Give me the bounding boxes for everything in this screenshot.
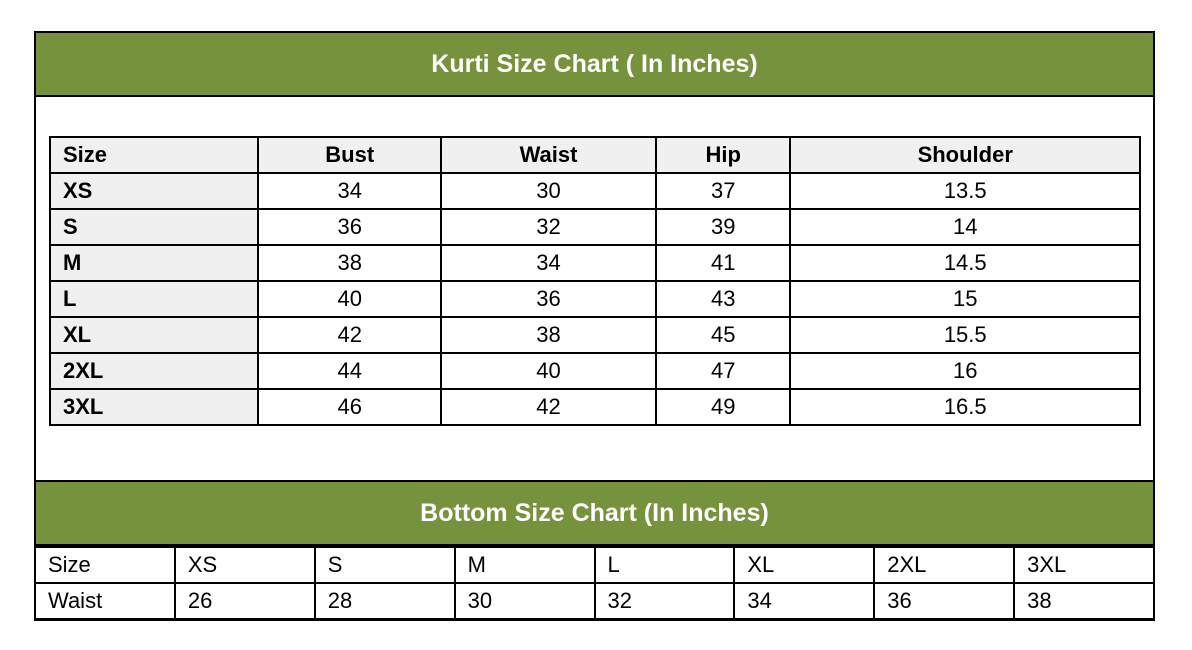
kurti-title: Kurti Size Chart ( In Inches) bbox=[36, 33, 1153, 97]
size-label: M bbox=[48, 244, 260, 282]
table-cell: 26 bbox=[173, 582, 316, 620]
table-cell: 34 bbox=[440, 244, 657, 282]
column-header-hip: Hip bbox=[654, 136, 792, 174]
table-cell: 32 bbox=[440, 208, 657, 246]
table-row: L 40 36 43 15 bbox=[48, 280, 1141, 318]
table-cell: 38 bbox=[1013, 582, 1155, 620]
table-cell: 30 bbox=[453, 582, 596, 620]
table-cell: XL bbox=[733, 546, 876, 584]
size-label: S bbox=[48, 208, 260, 246]
table-row: Waist 26 28 30 32 34 36 38 bbox=[34, 582, 1155, 620]
size-label: XL bbox=[48, 316, 260, 354]
table-cell: 49 bbox=[654, 388, 792, 426]
table-cell: 44 bbox=[257, 352, 443, 390]
column-header-size: Size bbox=[48, 136, 260, 174]
table-row: Size XS S M L XL 2XL 3XL bbox=[34, 546, 1155, 584]
table-cell: 36 bbox=[873, 582, 1016, 620]
table-cell: 40 bbox=[440, 352, 657, 390]
table-cell: 2XL bbox=[873, 546, 1016, 584]
table-row: 2XL 44 40 47 16 bbox=[48, 352, 1141, 390]
table-cell: 42 bbox=[257, 316, 443, 354]
table-cell: 43 bbox=[654, 280, 792, 318]
table-cell: 36 bbox=[440, 280, 657, 318]
column-header-bust: Bust bbox=[257, 136, 443, 174]
table-cell: 13.5 bbox=[789, 172, 1141, 210]
table-row: S 36 32 39 14 bbox=[48, 208, 1141, 246]
table-cell: 42 bbox=[440, 388, 657, 426]
table-cell: 39 bbox=[654, 208, 792, 246]
table-cell: 41 bbox=[654, 244, 792, 282]
table-cell: 16.5 bbox=[789, 388, 1141, 426]
size-label: L bbox=[48, 280, 260, 318]
table-cell: 15.5 bbox=[789, 316, 1141, 354]
kurti-size-table: Size Bust Waist Hip Shoulder XS 34 30 37 13.5 S 36… bbox=[48, 136, 1141, 426]
table-cell: 40 bbox=[257, 280, 443, 318]
column-header-waist: Waist bbox=[440, 136, 657, 174]
table-cell: 30 bbox=[440, 172, 657, 210]
table-row: 3XL 46 42 49 16.5 bbox=[48, 388, 1141, 426]
kurti-header-row: Size Bust Waist Hip Shoulder bbox=[48, 136, 1141, 174]
row-label: Waist bbox=[34, 582, 176, 620]
table-cell: 3XL bbox=[1013, 546, 1155, 584]
table-cell: 15 bbox=[789, 280, 1141, 318]
table-cell: 38 bbox=[257, 244, 443, 282]
size-chart-panel: Kurti Size Chart ( In Inches) Size Bust Wa… bbox=[34, 31, 1155, 621]
table-row: M 38 34 41 14.5 bbox=[48, 244, 1141, 282]
bottom-title: Bottom Size Chart (In Inches) bbox=[36, 480, 1153, 546]
table-cell: XS bbox=[173, 546, 316, 584]
table-cell: 37 bbox=[654, 172, 792, 210]
size-label: 3XL bbox=[48, 388, 260, 426]
table-cell: 32 bbox=[593, 582, 736, 620]
table-cell: M bbox=[453, 546, 596, 584]
table-cell: 16 bbox=[789, 352, 1141, 390]
bottom-size-table: Size XS S M L XL 2XL 3XL Waist 26 28 30 32 34 36 38 bbox=[34, 546, 1155, 620]
table-cell: 28 bbox=[313, 582, 456, 620]
table-cell: L bbox=[593, 546, 736, 584]
row-label: Size bbox=[34, 546, 176, 584]
table-cell: 14.5 bbox=[789, 244, 1141, 282]
size-label: XS bbox=[48, 172, 260, 210]
table-row: XL 42 38 45 15.5 bbox=[48, 316, 1141, 354]
table-row: XS 34 30 37 13.5 bbox=[48, 172, 1141, 210]
table-cell: 38 bbox=[440, 316, 657, 354]
table-cell: 47 bbox=[654, 352, 792, 390]
table-cell: 34 bbox=[257, 172, 443, 210]
column-header-shoulder: Shoulder bbox=[789, 136, 1141, 174]
size-label: 2XL bbox=[48, 352, 260, 390]
table-cell: 45 bbox=[654, 316, 792, 354]
table-cell: 46 bbox=[257, 388, 443, 426]
table-cell: 36 bbox=[257, 208, 443, 246]
table-cell: 34 bbox=[733, 582, 876, 620]
table-cell: 14 bbox=[789, 208, 1141, 246]
table-cell: S bbox=[313, 546, 456, 584]
